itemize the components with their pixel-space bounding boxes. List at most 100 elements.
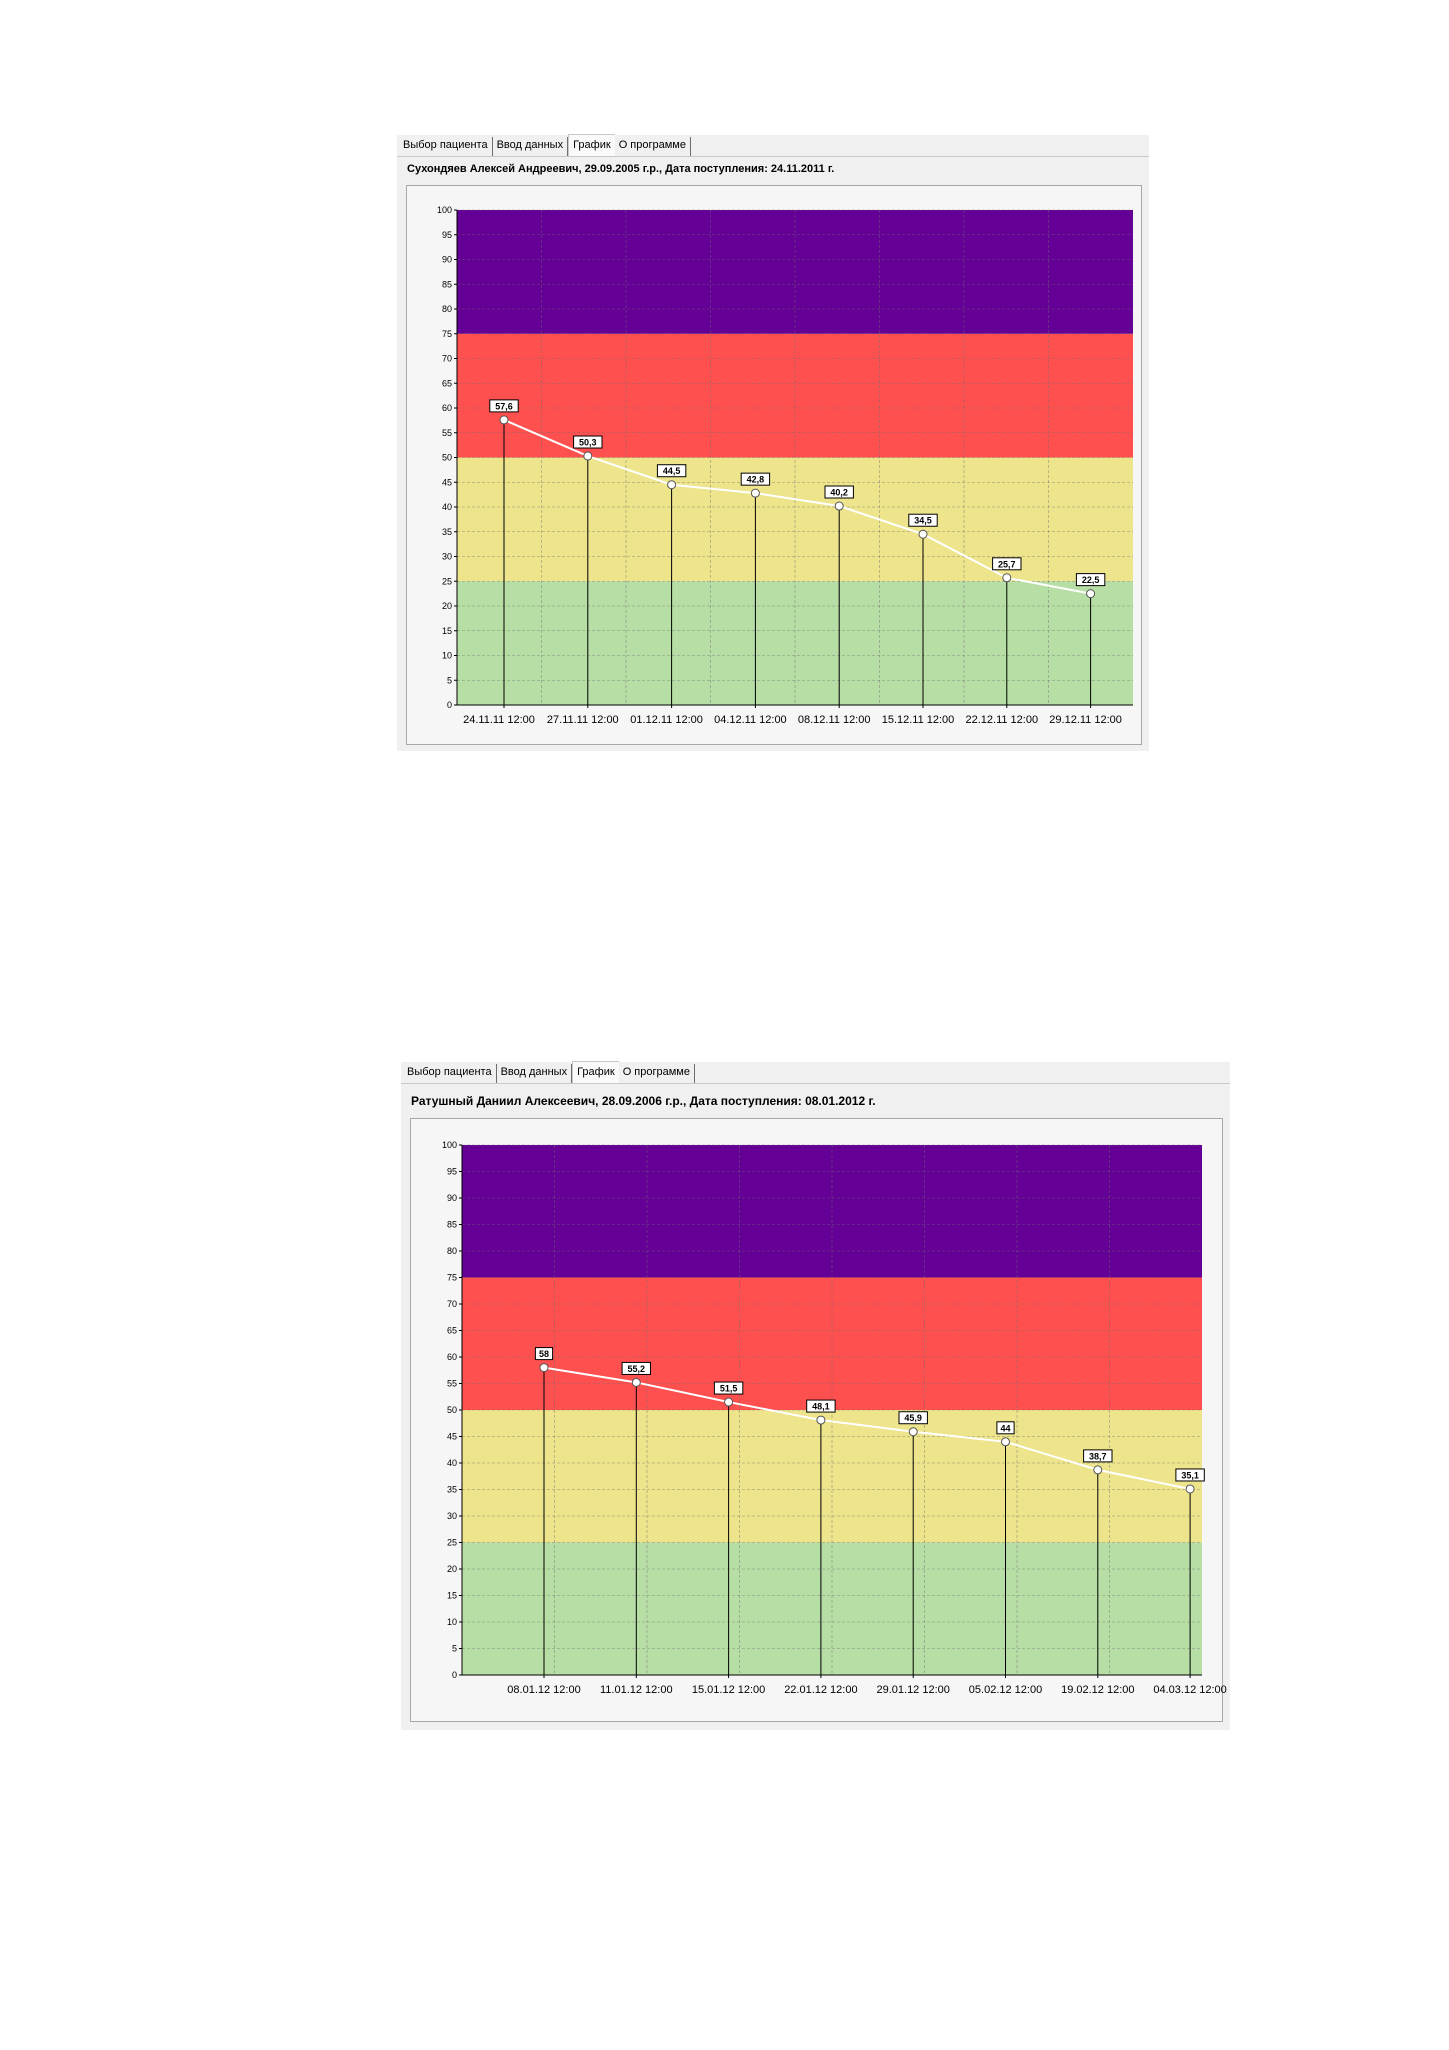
- tab-patient-select[interactable]: Выбор пациента: [403, 1064, 497, 1083]
- tab-patient-select[interactable]: Выбор пациента: [399, 137, 493, 156]
- data-label: 57,6: [495, 401, 513, 411]
- chart-window-2: Выбор пациента Ввод данных График О прог…: [401, 1061, 1230, 1730]
- y-tick-label: 25: [442, 576, 452, 586]
- data-point: [816, 1415, 826, 1425]
- data-label: 25,7: [998, 559, 1016, 569]
- chart-panel: 0 5 10 15 20 25 30 35 40 45 50 55 60 65 70 75 80 85 90 95 10…: [406, 185, 1142, 745]
- data-label-box: [1083, 1449, 1113, 1463]
- tab-data-entry[interactable]: Ввод данных: [493, 137, 569, 156]
- y-tick-label: 85: [442, 279, 452, 289]
- data-point: [918, 529, 928, 539]
- data-point: [724, 1397, 734, 1407]
- data-label: 48,1: [812, 1402, 830, 1412]
- line-chart: 0 5 10 15 20 25 30 35 40 45 50 55 60 65 70 75 80 85 90 95 10…: [437, 205, 1133, 726]
- data-label-box: [1075, 573, 1106, 587]
- y-tick-label: 75: [442, 329, 452, 339]
- data-label: 34,5: [914, 516, 932, 526]
- data-point: [631, 1377, 641, 1387]
- tab-about[interactable]: О программе: [619, 1064, 695, 1083]
- data-point: [1001, 1437, 1010, 1447]
- data-label-box: [806, 1399, 836, 1413]
- tab-bar: Выбор пациента Ввод данных График О прог…: [401, 1061, 1230, 1084]
- data-label: 51,5: [720, 1384, 738, 1394]
- y-tick-label: 60: [447, 1352, 457, 1362]
- y-tick-label: 80: [442, 304, 452, 314]
- tab-bar: Выбор пациента Ввод данных График О прог…: [397, 134, 1149, 157]
- y-tick-label: 15: [447, 1591, 457, 1601]
- tab-data-entry[interactable]: Ввод данных: [497, 1064, 573, 1083]
- y-tick-label: 35: [447, 1485, 457, 1495]
- y-tick-label: 100: [442, 1140, 457, 1150]
- data-label-box: [489, 399, 519, 413]
- x-tick-label: 27.11.11 12:00: [547, 714, 619, 726]
- y-tick-label: 100: [437, 205, 452, 215]
- chart-window-1: Выбор пациента Ввод данных График О прог…: [397, 134, 1149, 751]
- y-tick-label: 40: [447, 1458, 457, 1468]
- data-label: 38,7: [1089, 1451, 1107, 1461]
- y-tick-label: 15: [442, 626, 452, 636]
- tab-chart[interactable]: График: [568, 134, 615, 156]
- data-label: 45,9: [904, 1413, 922, 1423]
- chart-panel: 0 5 10 15 20 25 30 35 40 45 50 55 60 65 70 75 80 85 90 95 10…: [410, 1118, 1227, 1722]
- y-tick-label: 95: [447, 1167, 457, 1177]
- data-label-box: [898, 1411, 928, 1425]
- y-tick-label: 75: [447, 1273, 457, 1283]
- y-tick-label: 70: [447, 1299, 457, 1309]
- x-tick-label: 04.12.11 12:00: [714, 714, 787, 726]
- x-tick-label: 22.01.12 12:00: [784, 1684, 857, 1696]
- y-tick-label: 10: [442, 651, 452, 661]
- y-tick-label: 60: [442, 403, 452, 413]
- data-point: [583, 451, 593, 461]
- x-tick-label: 22.12.11 12:00: [966, 714, 1039, 726]
- data-point: [667, 480, 677, 490]
- data-point: [539, 1363, 549, 1373]
- y-tick-label: 25: [447, 1538, 457, 1548]
- data-label-box: [534, 1347, 554, 1361]
- y-tick-label: 55: [442, 428, 452, 438]
- y-tick-label: 30: [442, 552, 452, 562]
- data-label-box: [1175, 1468, 1205, 1482]
- y-tick-label: 30: [447, 1511, 457, 1521]
- y-tick-label: 55: [447, 1379, 457, 1389]
- data-label: 50,3: [579, 438, 597, 448]
- data-point: [1185, 1484, 1195, 1494]
- y-tick-label: 0: [452, 1670, 457, 1680]
- y-tick-label: 90: [447, 1193, 457, 1203]
- data-point: [750, 488, 760, 498]
- x-tick-label: 19.02.12 12:00: [1061, 1684, 1134, 1696]
- data-label: 40,2: [830, 488, 848, 498]
- data-label: 44,5: [663, 466, 681, 476]
- x-tick-label: 24.11.11 12:00: [463, 714, 535, 726]
- x-tick-label: 08.01.12 12:00: [507, 1684, 580, 1696]
- data-point: [499, 415, 509, 425]
- x-tick-label: 05.02.12 12:00: [969, 1684, 1042, 1696]
- y-tick-label: 20: [442, 601, 452, 611]
- data-label-box: [621, 1361, 652, 1375]
- y-tick-label: 5: [452, 1644, 457, 1654]
- data-label: 22,5: [1082, 575, 1100, 585]
- patient-info: Сухондяев Алексей Андреевич, 29.09.2005 …: [407, 163, 835, 175]
- data-point: [834, 501, 844, 511]
- data-point: [908, 1427, 918, 1437]
- y-tick-label: 90: [442, 255, 452, 265]
- y-tick-label: 85: [447, 1220, 457, 1230]
- series-line: [543, 1366, 1191, 1490]
- data-label-box: [740, 472, 771, 486]
- tab-about[interactable]: О программе: [615, 137, 691, 156]
- x-tick-label: 29.12.11 12:00: [1049, 714, 1122, 726]
- tab-chart[interactable]: График: [572, 1061, 619, 1083]
- y-tick-label: 80: [447, 1246, 457, 1256]
- y-tick-label: 50: [442, 453, 452, 463]
- x-tick-label: 15.01.12 12:00: [692, 1684, 765, 1696]
- data-label: 42,8: [747, 475, 765, 485]
- x-tick-label: 29.01.12 12:00: [876, 1684, 949, 1696]
- y-tick-label: 65: [447, 1326, 457, 1336]
- series-line: [503, 418, 1091, 595]
- y-tick-label: 50: [447, 1405, 457, 1415]
- data-label-box: [824, 485, 854, 499]
- data-point: [1093, 1465, 1103, 1475]
- x-tick-label: 11.01.12 12:00: [600, 1684, 673, 1696]
- data-label: 58: [539, 1349, 549, 1359]
- data-label-box: [908, 513, 938, 527]
- y-tick-label: 45: [447, 1432, 457, 1442]
